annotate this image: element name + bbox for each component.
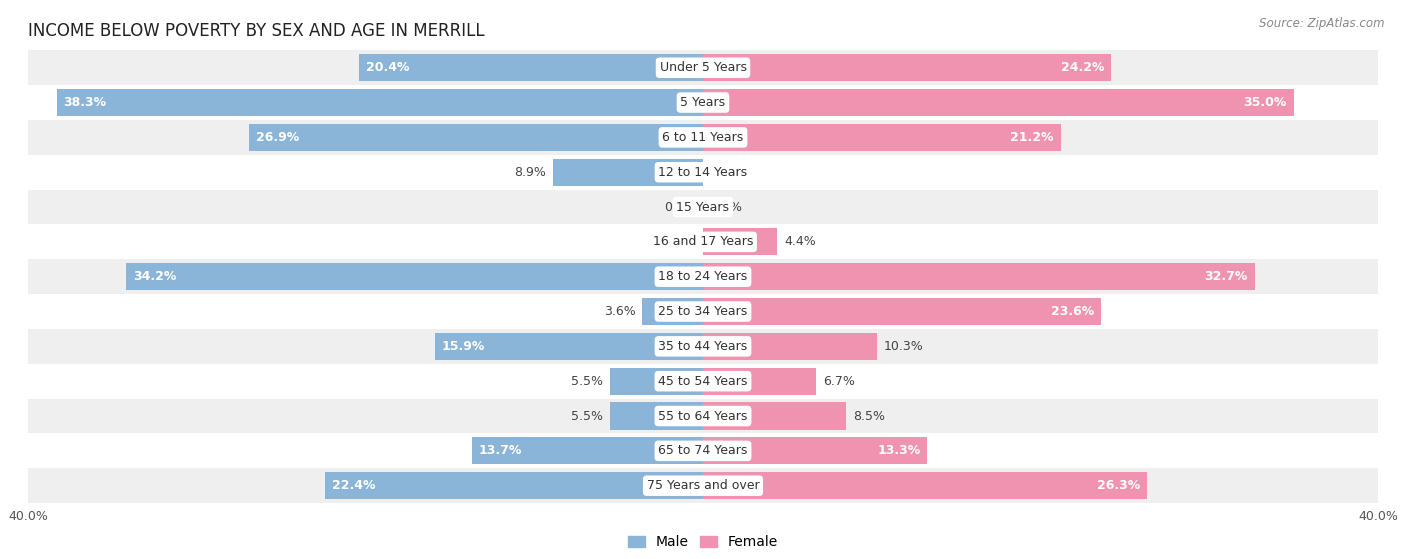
Text: 0.0%: 0.0%: [664, 201, 696, 214]
Text: 15 Years: 15 Years: [676, 201, 730, 214]
Text: 15.9%: 15.9%: [441, 340, 485, 353]
Bar: [703, 54, 1111, 81]
Bar: [28, 190, 1378, 225]
Text: 25 to 34 Years: 25 to 34 Years: [658, 305, 748, 318]
Text: 38.3%: 38.3%: [63, 96, 107, 109]
Text: 6 to 11 Years: 6 to 11 Years: [662, 131, 744, 144]
Bar: [28, 259, 1378, 294]
Bar: [703, 228, 778, 255]
Text: Under 5 Years: Under 5 Years: [659, 61, 747, 74]
Text: 23.6%: 23.6%: [1052, 305, 1094, 318]
Text: 32.7%: 32.7%: [1205, 270, 1249, 283]
Bar: [28, 433, 1378, 468]
Text: 26.3%: 26.3%: [1097, 479, 1140, 492]
Text: 22.4%: 22.4%: [332, 479, 375, 492]
Text: 13.7%: 13.7%: [478, 444, 522, 457]
Text: 65 to 74 Years: 65 to 74 Years: [658, 444, 748, 457]
Text: 34.2%: 34.2%: [132, 270, 176, 283]
Bar: [703, 263, 1254, 290]
Text: 20.4%: 20.4%: [366, 61, 409, 74]
Bar: [359, 54, 703, 81]
Bar: [553, 159, 703, 186]
Text: 4.4%: 4.4%: [785, 235, 815, 248]
Bar: [28, 329, 1378, 364]
Text: 18 to 24 Years: 18 to 24 Years: [658, 270, 748, 283]
Text: 6.7%: 6.7%: [823, 375, 855, 388]
Bar: [434, 333, 703, 360]
Bar: [703, 472, 1147, 499]
Bar: [56, 89, 703, 116]
Text: 0.0%: 0.0%: [710, 201, 742, 214]
Bar: [610, 368, 703, 395]
Text: 5.5%: 5.5%: [571, 375, 603, 388]
Bar: [28, 399, 1378, 433]
Text: Source: ZipAtlas.com: Source: ZipAtlas.com: [1260, 17, 1385, 30]
Bar: [703, 298, 1101, 325]
Text: 8.9%: 8.9%: [515, 165, 546, 179]
Text: 35.0%: 35.0%: [1243, 96, 1286, 109]
Bar: [28, 155, 1378, 190]
Text: 26.9%: 26.9%: [256, 131, 299, 144]
Bar: [703, 437, 928, 465]
Bar: [325, 472, 703, 499]
Text: INCOME BELOW POVERTY BY SEX AND AGE IN MERRILL: INCOME BELOW POVERTY BY SEX AND AGE IN M…: [28, 22, 485, 40]
Bar: [610, 402, 703, 430]
Bar: [703, 368, 815, 395]
Bar: [28, 50, 1378, 85]
Text: 10.3%: 10.3%: [883, 340, 924, 353]
Text: 35 to 44 Years: 35 to 44 Years: [658, 340, 748, 353]
Text: 21.2%: 21.2%: [1011, 131, 1054, 144]
Bar: [643, 298, 703, 325]
Text: 16 and 17 Years: 16 and 17 Years: [652, 235, 754, 248]
Text: 12 to 14 Years: 12 to 14 Years: [658, 165, 748, 179]
Text: 75 Years and over: 75 Years and over: [647, 479, 759, 492]
Text: 0.0%: 0.0%: [664, 235, 696, 248]
Bar: [703, 124, 1060, 151]
Bar: [28, 225, 1378, 259]
Bar: [28, 120, 1378, 155]
Bar: [249, 124, 703, 151]
Bar: [28, 468, 1378, 503]
Bar: [703, 89, 1294, 116]
Text: 5 Years: 5 Years: [681, 96, 725, 109]
Bar: [127, 263, 703, 290]
Bar: [28, 364, 1378, 399]
Legend: Male, Female: Male, Female: [623, 530, 783, 555]
Text: 13.3%: 13.3%: [877, 444, 921, 457]
Bar: [703, 402, 846, 430]
Text: 55 to 64 Years: 55 to 64 Years: [658, 410, 748, 423]
Bar: [28, 85, 1378, 120]
Bar: [472, 437, 703, 465]
Text: 24.2%: 24.2%: [1062, 61, 1105, 74]
Text: 8.5%: 8.5%: [853, 410, 886, 423]
Bar: [703, 333, 877, 360]
Text: 0.0%: 0.0%: [710, 165, 742, 179]
Text: 3.6%: 3.6%: [603, 305, 636, 318]
Bar: [28, 294, 1378, 329]
Text: 45 to 54 Years: 45 to 54 Years: [658, 375, 748, 388]
Text: 5.5%: 5.5%: [571, 410, 603, 423]
